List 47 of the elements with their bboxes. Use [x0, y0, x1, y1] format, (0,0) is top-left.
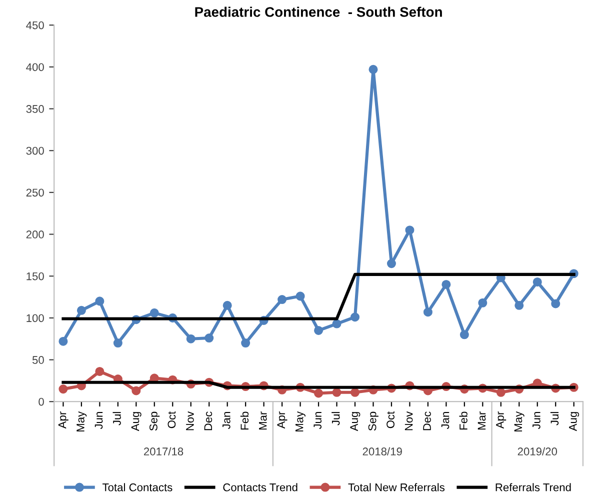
x-tick-label: Aug	[131, 412, 142, 432]
y-tick-label: 350	[26, 105, 44, 113]
text: 2019/20	[518, 447, 558, 456]
x-tick-label: Jan	[222, 412, 230, 430]
x-tick-label: Mar	[259, 412, 267, 430]
x-tick-label: Jun	[532, 412, 540, 430]
chart-title: Paediatric Continence - South Sefton	[195, 6, 442, 17]
legend-label: Contacts Trend	[223, 483, 298, 492]
y-tick-label: 100	[26, 314, 44, 322]
x-tick-label: Jun	[314, 412, 322, 430]
x-tick-label: Nov	[404, 411, 413, 430]
text: 2018/19	[362, 447, 402, 456]
x-tick-label: Nov	[186, 411, 194, 430]
x-tick-label: Jun	[94, 412, 103, 430]
x-tick-label: Jan	[441, 412, 450, 430]
x-tick-label: Apr	[58, 412, 68, 429]
legend-label: Referrals Trend	[496, 483, 571, 492]
x-tick-label: Sep	[150, 412, 160, 431]
x-tick-label: Oct	[386, 411, 394, 428]
x-tick-label: Oct	[168, 411, 176, 428]
x-tick-label: Sep	[368, 412, 378, 431]
x-tick-label: Jul	[112, 412, 121, 426]
y-tick-label: 0	[38, 398, 44, 406]
x-tick-label: Jul	[550, 412, 559, 426]
x-tick-label: Feb	[459, 412, 468, 430]
x-tick-label: Dec	[204, 412, 212, 430]
x-tick-label: Jul	[332, 412, 340, 426]
y-tick-label: 400	[26, 63, 44, 72]
x-tick-label: Feb	[240, 412, 249, 430]
y-tick-label: 300	[26, 146, 44, 155]
x-tick-label: Apr	[277, 412, 288, 429]
y-tick-label: 150	[26, 272, 44, 280]
y-tick-label: 50	[32, 356, 44, 364]
x-tick-label: May	[514, 411, 524, 432]
x-tick-label: May	[76, 411, 87, 432]
x-tick-label: Dec	[423, 412, 431, 430]
x-tick-label: May	[296, 411, 306, 432]
y-tick-label: 450	[26, 21, 44, 30]
x-tick-label: Apr	[496, 412, 506, 429]
text: 2017/18	[144, 447, 184, 456]
x-tick-label: Mar	[478, 412, 486, 430]
x-tick-label: Aug	[569, 412, 580, 432]
y-tick-label: 250	[26, 188, 44, 197]
x-tick-label: Aug	[350, 412, 360, 432]
legend-label: Total Contacts	[102, 483, 172, 492]
y-tick-label: 200	[26, 230, 44, 238]
legend-label: Total New Referrals	[348, 483, 445, 492]
